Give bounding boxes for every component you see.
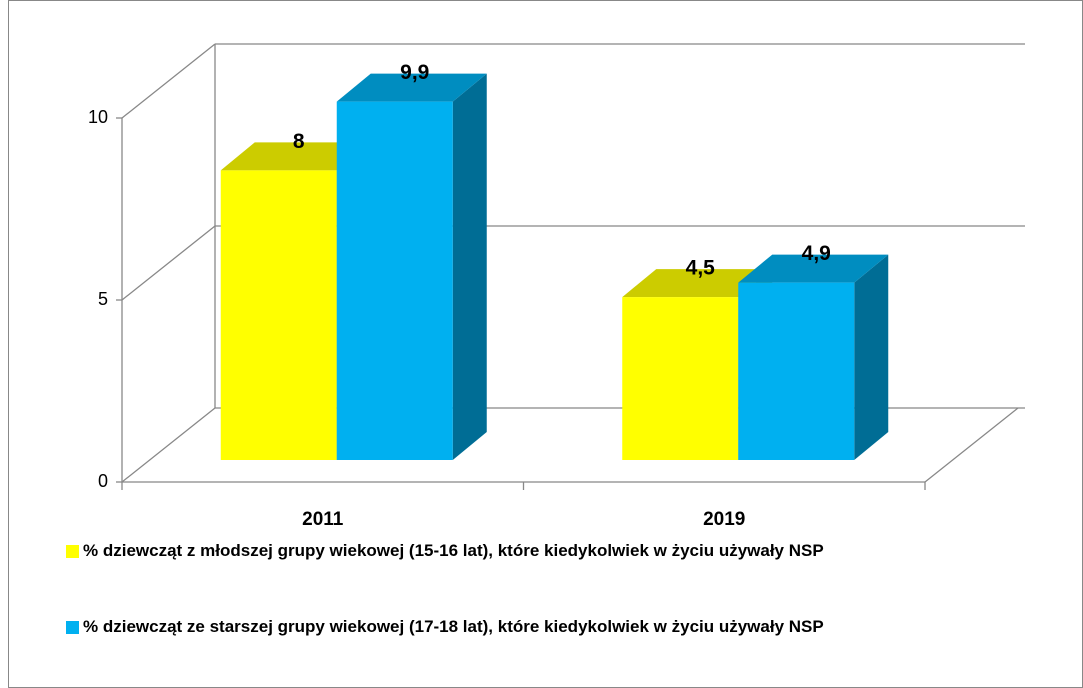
x-tick-label: 2019	[703, 509, 745, 530]
legend-swatch	[66, 621, 79, 634]
bar	[336, 101, 453, 461]
floor-edge	[924, 407, 1019, 483]
bar-top	[738, 254, 889, 283]
x-tick-label: 2011	[302, 509, 344, 530]
data-label: 9,9	[400, 61, 429, 84]
data-label: 8	[293, 130, 305, 153]
legend-label: % dziewcząt ze starszej grupy wiekowej (…	[83, 617, 824, 636]
legend-item: % dziewcząt ze starszej grupy wiekowej (…	[66, 614, 1056, 640]
chart-border	[8, 0, 1083, 688]
data-label: 4,5	[686, 257, 716, 280]
bar-top	[220, 142, 371, 171]
bar	[738, 282, 855, 460]
grid-line	[121, 225, 216, 301]
y-tick-label: 0	[98, 471, 108, 491]
bar	[220, 170, 337, 460]
y-tick-label: 10	[88, 107, 108, 127]
data-label: 4,9	[802, 242, 831, 265]
legend-swatch	[66, 545, 79, 558]
legend-label: % dziewcząt z młodszej grupy wiekowej (1…	[83, 541, 824, 560]
bar-side	[452, 73, 487, 461]
bar	[622, 297, 739, 460]
bar-side	[854, 254, 889, 460]
legend-item: % dziewcząt z młodszej grupy wiekowej (1…	[66, 538, 1056, 564]
grid-line	[121, 43, 216, 119]
y-tick-label: 5	[98, 289, 108, 309]
grid-line	[121, 407, 216, 483]
bar-top	[622, 269, 773, 298]
bar-top	[336, 73, 487, 102]
